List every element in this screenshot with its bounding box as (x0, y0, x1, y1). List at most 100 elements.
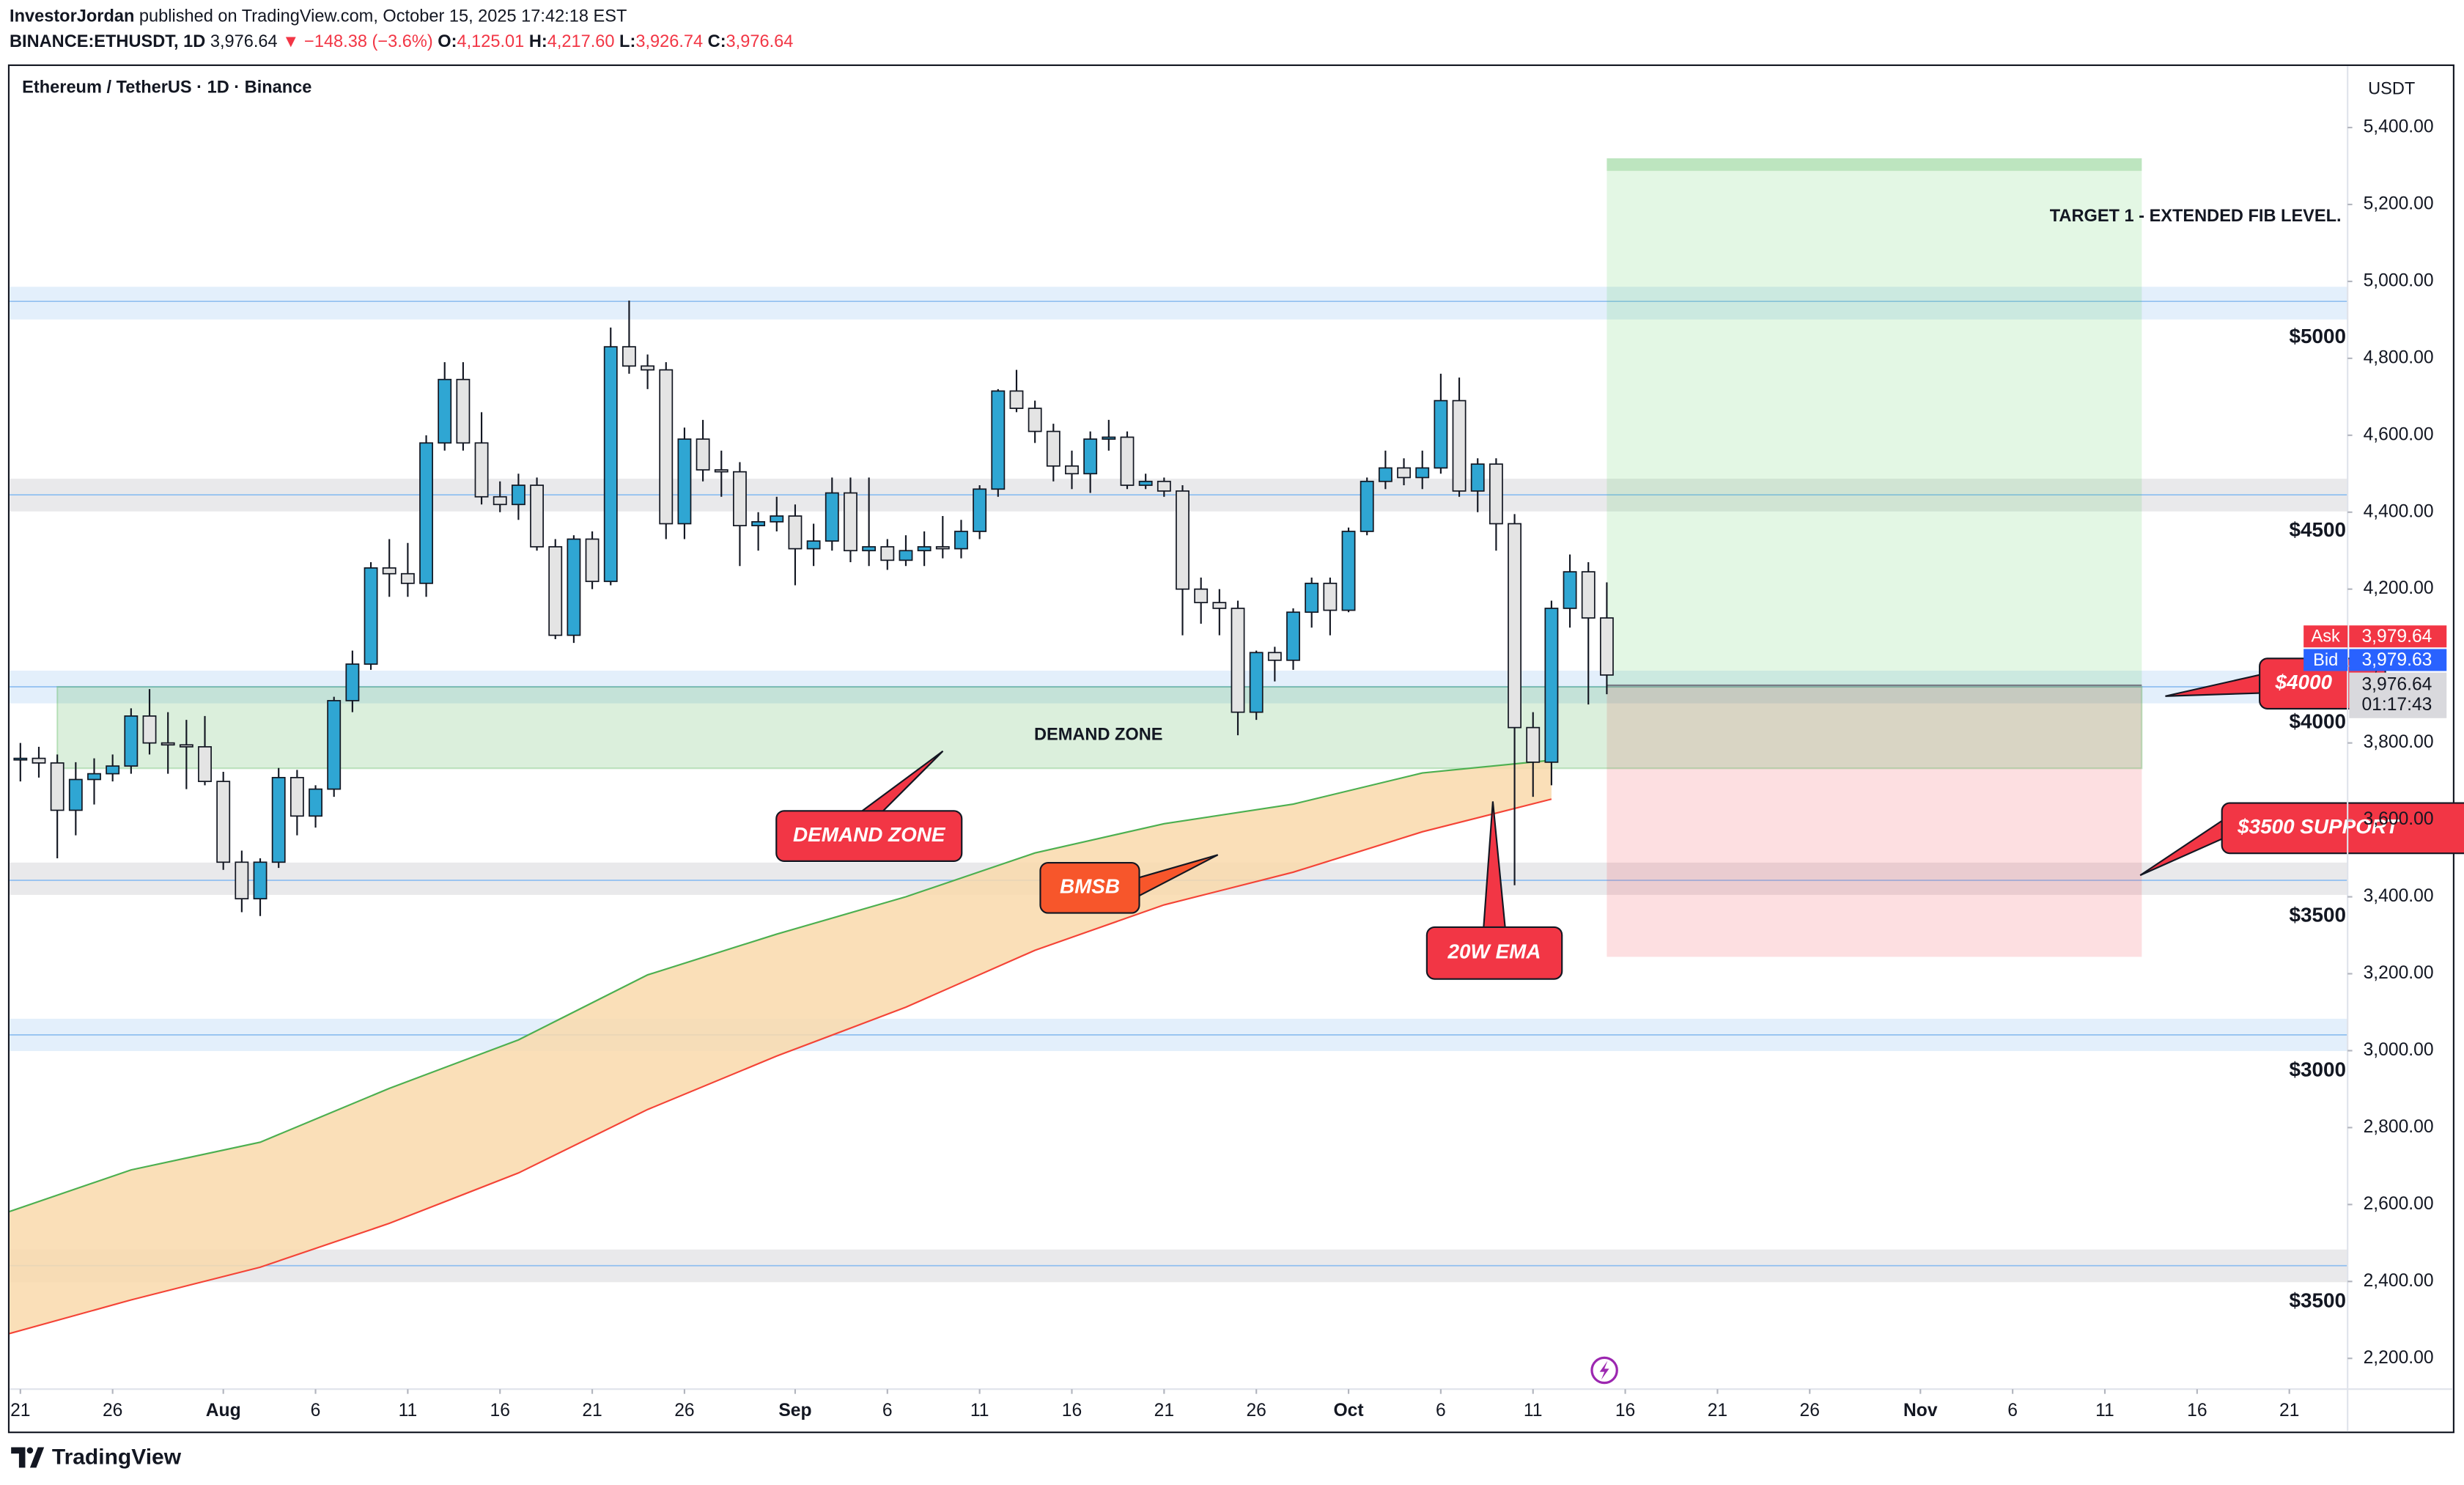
candle-body (474, 442, 489, 498)
candle-body (1378, 467, 1393, 482)
brand (11, 1447, 45, 1468)
x-tick-label: 11 (970, 1401, 989, 1420)
candle-body (788, 515, 803, 550)
x-tick-label: 6 (1436, 1401, 1446, 1420)
y-tick-label: 3,000.00 (2364, 1040, 2434, 1060)
last-tag-box (2349, 672, 2447, 718)
candle-body (1544, 608, 1559, 763)
candle-body (456, 378, 471, 444)
callout-box (1039, 861, 1140, 914)
candle-body (1434, 399, 1448, 469)
h-label: H: (529, 32, 547, 51)
candle-body (714, 469, 728, 473)
callout-text: 20W EMA (1447, 940, 1541, 963)
x-tick-label: 16 (1615, 1401, 1635, 1420)
currency: USDT (2368, 78, 2415, 97)
candle-body (899, 550, 913, 561)
candle-body (770, 515, 784, 523)
x-tick-label: 11 (399, 1401, 418, 1420)
candle-body (585, 538, 600, 583)
target-band (1607, 158, 2142, 172)
candle-body (973, 488, 987, 532)
candle-body (806, 540, 821, 550)
level-label: $4000 (2290, 710, 2346, 733)
candle-body (1138, 480, 1153, 486)
callout-text: $3500 SUPPORT (2237, 815, 2400, 838)
x-tick-label: 21 (2279, 1401, 2299, 1420)
x-tick-label: 11 (2095, 1401, 2114, 1420)
price-tag-label: Ask (2312, 627, 2341, 646)
candle-body (419, 442, 433, 584)
y-tick-label: 5,400.00 (2364, 117, 2434, 137)
author: InvestorJordan (10, 7, 134, 26)
candle-body (87, 773, 101, 781)
currency-box (2357, 72, 2427, 107)
candle-body (1212, 602, 1227, 609)
candle-body (1360, 480, 1374, 532)
candle-body (382, 567, 396, 575)
candle-body (954, 531, 968, 550)
candle-body (567, 538, 581, 636)
candle-body (917, 546, 932, 552)
target-zone (1607, 158, 2142, 685)
candle-body (844, 492, 857, 552)
candle-body (1581, 571, 1596, 619)
l: 3,926.74 (635, 32, 703, 51)
chart-title: Ethereum / TetherUS · 1D · Binance (22, 77, 311, 96)
x-tick-label: 21 (1154, 1401, 1174, 1420)
candle-body (1083, 438, 1098, 475)
x-tick-label: 6 (2007, 1401, 2018, 1420)
candle-body (825, 492, 839, 542)
x-tick-label: 26 (103, 1401, 122, 1420)
candle-body (1305, 582, 1319, 613)
y-tick-label: 2,200.00 (2364, 1348, 2434, 1368)
price-tag-box (2349, 649, 2447, 671)
candle-body (1489, 463, 1503, 525)
x-tick-label: Nov (1903, 1401, 1938, 1420)
x-tick-label: Oct (1333, 1401, 1363, 1420)
y-tick-label: 3,600.00 (2364, 809, 2434, 829)
candle-body (1249, 652, 1264, 713)
header-line-1: InvestorJordan published on TradingView.… (10, 7, 627, 26)
target-label: TARGET 1 - EXTENDED FIB LEVEL. (2050, 206, 2342, 225)
candle-body (1508, 523, 1521, 729)
candle-body (124, 715, 139, 767)
candle-body (1341, 531, 1356, 611)
callout-text: BMSB (1060, 875, 1120, 898)
candle-body (271, 776, 286, 863)
candle-body (1563, 571, 1577, 609)
candle-body (1065, 465, 1079, 475)
candle-body (641, 365, 655, 371)
x-tick-label: Sep (778, 1401, 811, 1420)
candle-body (345, 663, 360, 701)
candle-body (1470, 463, 1485, 492)
candle-body (364, 567, 378, 665)
y-tick-label: 5,200.00 (2364, 194, 2434, 213)
y-tick-label: 4,600.00 (2364, 424, 2434, 444)
y-tick-label: 4,400.00 (2364, 501, 2434, 521)
candle-body (13, 757, 28, 761)
price-tag-label-box (2303, 649, 2348, 671)
o-label: O: (438, 32, 457, 51)
candle-body (1599, 617, 1614, 676)
candle-body (935, 546, 950, 550)
change: ▼ −148.38 (−3.6%) (282, 32, 433, 51)
y-tick-label: 3,400.00 (2364, 886, 2434, 906)
h: 4,217.60 (547, 32, 615, 51)
candle-body (530, 484, 545, 548)
level-label: $5000 (2290, 325, 2346, 347)
candle-body (1286, 611, 1300, 661)
candle-body (438, 378, 452, 444)
bmsb-lower (10, 798, 1552, 1335)
last-tag-countdown: 01:17:43 (2361, 695, 2432, 715)
price-tag-box (2349, 625, 2447, 648)
y-tick-label: 4,800.00 (2364, 347, 2434, 367)
x-tick-label: 6 (311, 1401, 321, 1420)
stop-zone (1607, 685, 2142, 957)
bmsb-band (10, 760, 1552, 1334)
callout-box (2221, 802, 2464, 855)
y-tick-label: 2,400.00 (2364, 1271, 2434, 1291)
c: 3,976.64 (726, 32, 794, 51)
demand-zone (56, 685, 2143, 770)
candle-body (142, 715, 157, 744)
